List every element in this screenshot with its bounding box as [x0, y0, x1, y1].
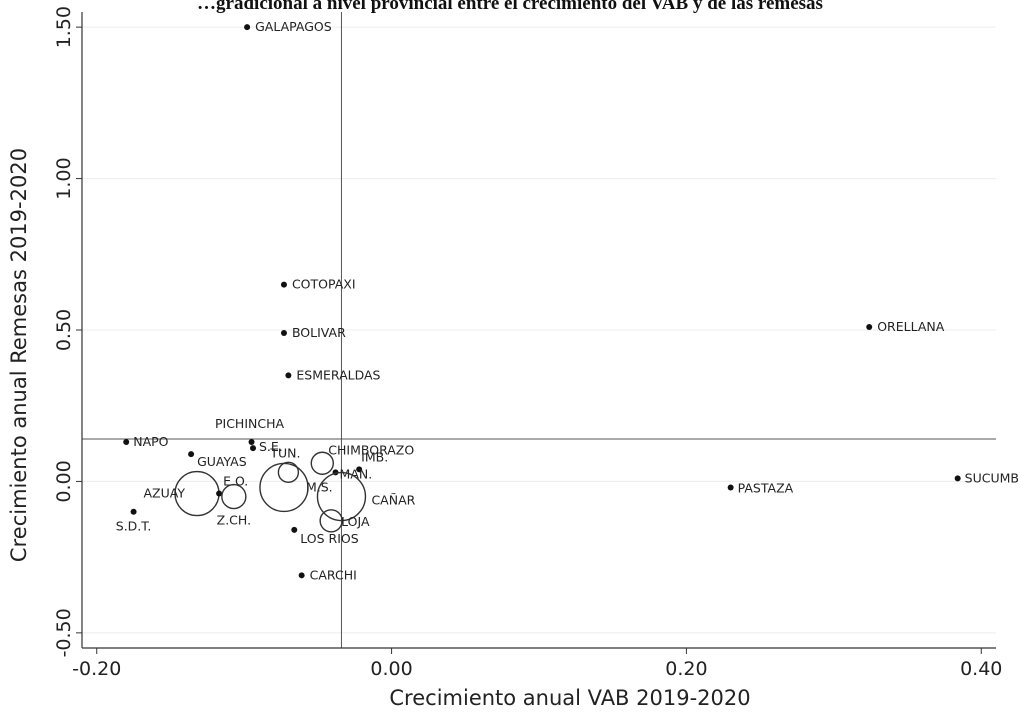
point-label: Z.CH. [217, 513, 251, 528]
x-tick-label: 0.20 [665, 658, 707, 680]
y-tick-label: 1.50 [53, 6, 75, 48]
point-label: ORELLANA [877, 319, 945, 334]
data-point-bubble [310, 451, 334, 475]
data-point-bubble [319, 509, 343, 533]
data-point-bubble [259, 462, 309, 513]
x-tick-label: 0.00 [370, 658, 412, 680]
point-label: GUAYAS [197, 454, 247, 469]
data-point-bubble [221, 483, 247, 510]
y-tick-label: 0.00 [53, 460, 75, 502]
point-label: NAPO [133, 434, 168, 449]
axes: -0.50 0.00 0.50 1.00 1.50 -0.20 0.00 0.20 0.40 [53, 6, 1002, 680]
point-label: MAN. [340, 466, 373, 481]
point-label: CARCHI [310, 567, 357, 582]
chart-title: …gradicional a nivel provincial entre el… [197, 0, 823, 14]
data-point-dot [250, 445, 257, 452]
point-label: PICHINCHA [215, 416, 285, 431]
data-point-dot [285, 372, 292, 379]
x-tick-label: -0.20 [72, 658, 121, 680]
reference-lines [82, 12, 996, 648]
point-label: CHIMBORAZO [328, 442, 414, 457]
point-label: IMB. [361, 449, 388, 464]
data-point-dot [954, 475, 961, 482]
x-axis-title: Crecimiento anual VAB 2019-2020 [389, 686, 750, 710]
point-label: SUCUMBIOS [965, 470, 1020, 485]
point-label: COTOPAXI [292, 277, 356, 292]
y-tick-label: 0.50 [53, 309, 75, 351]
data-point-dot [298, 572, 305, 579]
gridlines [82, 26, 996, 634]
data-point-dot [280, 281, 287, 288]
data-point-dot [727, 484, 734, 491]
data-point-bubble [277, 461, 300, 484]
point-label: TUN. [269, 445, 300, 460]
data-point-dot [188, 451, 195, 458]
data-point-dot [866, 323, 873, 330]
y-tick-label: 1.00 [53, 157, 75, 199]
point-label: PASTAZA [738, 480, 794, 495]
data-point-dot [291, 526, 298, 533]
data-point-dot [248, 439, 255, 446]
data-points: GALAPAGOS COTOPAXI BOLIVAR ESMERALDAS ORELLA… [116, 19, 1020, 582]
point-label: S.E. [259, 439, 283, 454]
point-label: LOS RIOS [300, 531, 358, 546]
data-point-dot [280, 330, 287, 337]
y-axis-title: Crecimiento anual Remesas 2019-2020 [7, 148, 31, 562]
point-label: BOLIVAR [292, 325, 346, 340]
point-label: CAÑAR [371, 493, 415, 508]
point-label: LOJA [341, 514, 370, 529]
data-point-dot [123, 439, 130, 446]
x-tick-label: 0.40 [960, 658, 1002, 680]
point-label: AZUAY [144, 486, 186, 501]
point-label: ESMERALDAS [296, 367, 380, 382]
data-point-dot [244, 24, 251, 31]
point-label: GALAPAGOS [255, 19, 332, 34]
data-point-dot [356, 466, 363, 473]
y-tick-label: -0.50 [53, 608, 75, 657]
data-point-dot [216, 490, 223, 497]
point-label: S.D.T. [116, 519, 152, 534]
data-point-dot [130, 508, 137, 515]
